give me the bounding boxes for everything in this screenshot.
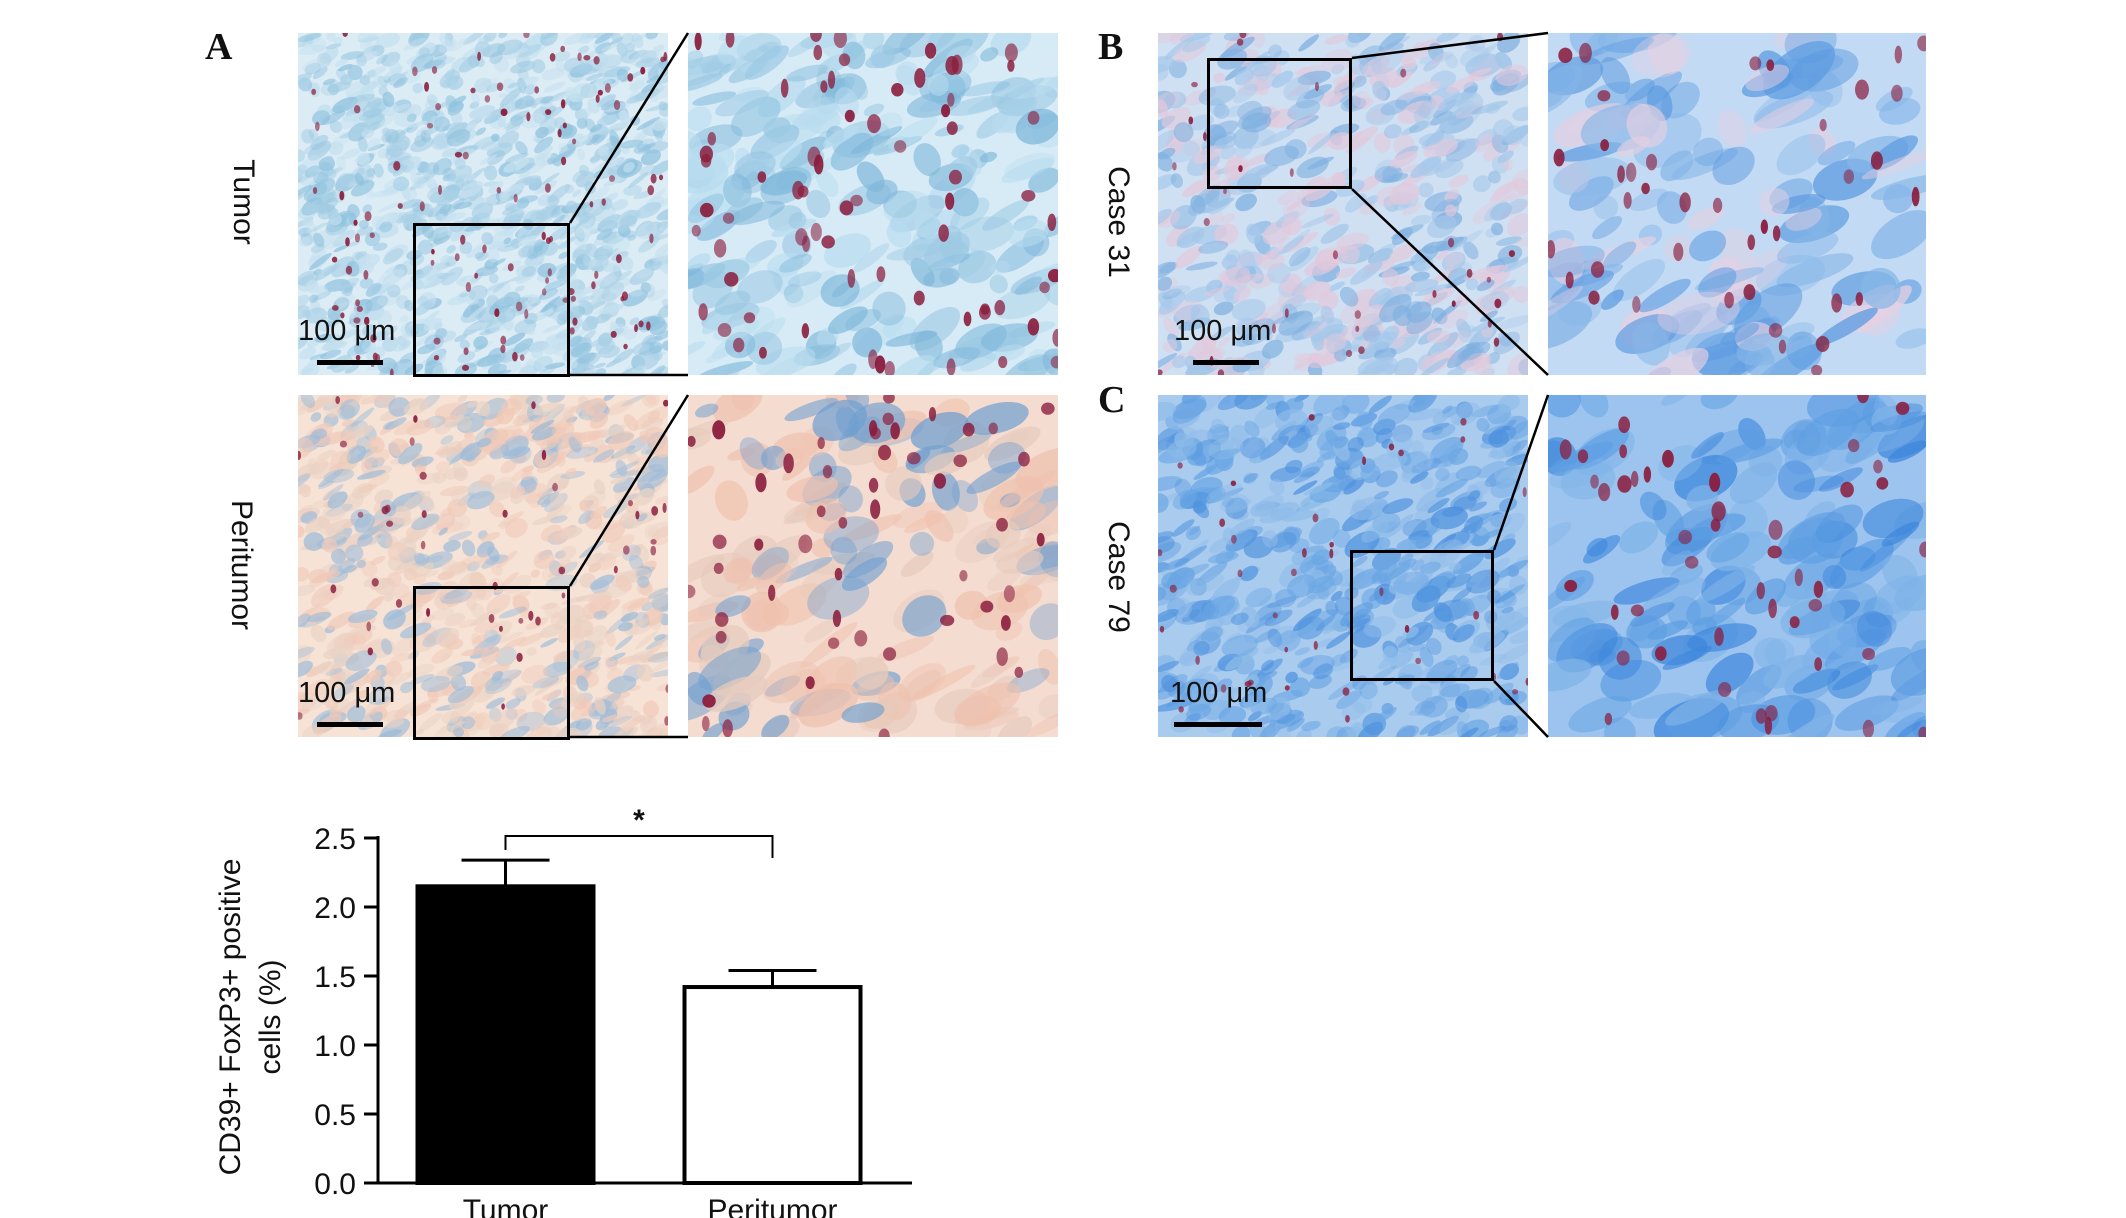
scale-label-b: 100 μm [1174, 315, 1272, 347]
row-label-peritumor: Peritumor [225, 499, 259, 631]
x-tick-labels: Tumor Peritumor [463, 1194, 838, 1218]
y-tick-label: 0.0 [314, 1168, 356, 1201]
y-tick-labels: 0.0 0.5 1.0 1.5 2.0 2.5 [314, 823, 356, 1201]
bar-tumor [415, 884, 596, 1186]
x-tick-label: Tumor [463, 1194, 549, 1218]
significance-bracket-line [504, 835, 774, 858]
y-axis-label: CD39+ FoxP3+ positive cells (%) [214, 859, 287, 1176]
y-tick-label: 2.5 [314, 823, 356, 856]
scale-bar-a-tumor [317, 360, 383, 365]
y-tick-label: 0.5 [314, 1099, 356, 1132]
y-axis-label-line2: cells (%) [254, 959, 287, 1074]
inset-box-a-tumor [413, 223, 570, 377]
y-tick-label: 1.5 [314, 961, 356, 994]
micrograph-a-tumor-zoom [688, 33, 1058, 375]
scale-label-a-peritumor: 100 μm [298, 677, 396, 709]
row-label-case-31: Case 31 [1101, 166, 1135, 278]
chart-bars [415, 858, 863, 1186]
bar-peritumor [682, 985, 863, 1185]
panel-label-c: C [1098, 379, 1126, 421]
y-tick-label: 1.0 [314, 1030, 356, 1063]
y-axis-label-line1: CD39+ FoxP3+ positive [214, 859, 247, 1176]
micrograph-a-peritumor-zoom [688, 395, 1058, 737]
inset-box-b [1207, 58, 1352, 189]
scale-bar-b [1193, 360, 1259, 365]
inset-box-c [1350, 550, 1494, 681]
significance-bracket: * [504, 804, 774, 858]
inset-box-a-peritumor [413, 586, 570, 740]
scale-label-c: 100 μm [1170, 677, 1268, 709]
row-label-case-79: Case 79 [1101, 521, 1135, 633]
bar-chart: CD39+ FoxP3+ positive cells (%) Tumor Per… [214, 804, 912, 1218]
micrograph-c-case79-zoom [1548, 395, 1926, 737]
x-tick-label: Peritumor [707, 1194, 837, 1218]
significance-marker: * [633, 804, 645, 837]
micrograph-b-case31-zoom [1548, 33, 1926, 375]
panel-label-a: A [205, 26, 233, 68]
scale-bar-c [1174, 722, 1262, 727]
y-tick-label: 2.0 [314, 892, 356, 925]
panel-label-b: B [1098, 26, 1124, 68]
scale-bar-a-peritumor [317, 722, 383, 727]
scale-label-a-tumor: 100 μm [298, 315, 396, 347]
row-label-tumor: Tumor [226, 159, 260, 245]
